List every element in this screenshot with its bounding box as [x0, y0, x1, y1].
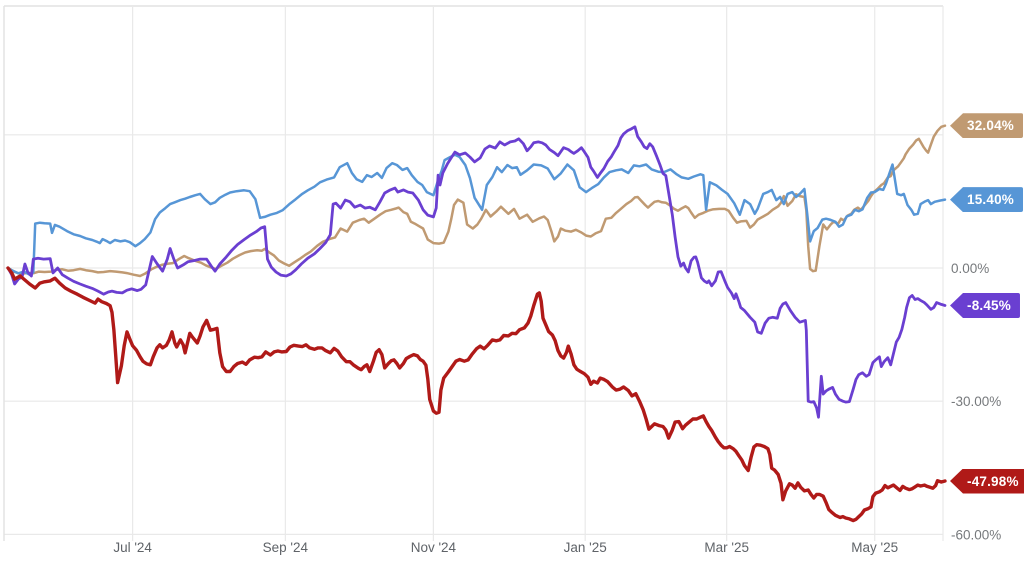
tick-label: -60.00%: [951, 527, 1001, 542]
series-tan-line: [6, 124, 947, 278]
end-value-badge-blue: 15.40%: [950, 187, 1023, 213]
tick-label: May '25: [851, 540, 898, 555]
end-value-badge-tan: 32.04%: [950, 113, 1023, 139]
series-blue-line: [6, 153, 947, 276]
tick-label: Mar '25: [704, 540, 749, 555]
tick-label: Sep '24: [263, 540, 309, 555]
series-purple-line: [6, 125, 947, 419]
tick-label: Nov '24: [411, 540, 457, 555]
tick-label: -30.00%: [951, 394, 1001, 409]
tick-label: Jul '24: [113, 540, 152, 555]
tick-label: Jan '25: [564, 540, 607, 555]
tick-label: 0.00%: [951, 261, 989, 276]
series-red-line: [6, 266, 947, 523]
end-value-badge-red: -47.98%: [950, 468, 1024, 494]
end-value-badge-purple: -8.45%: [950, 293, 1020, 319]
